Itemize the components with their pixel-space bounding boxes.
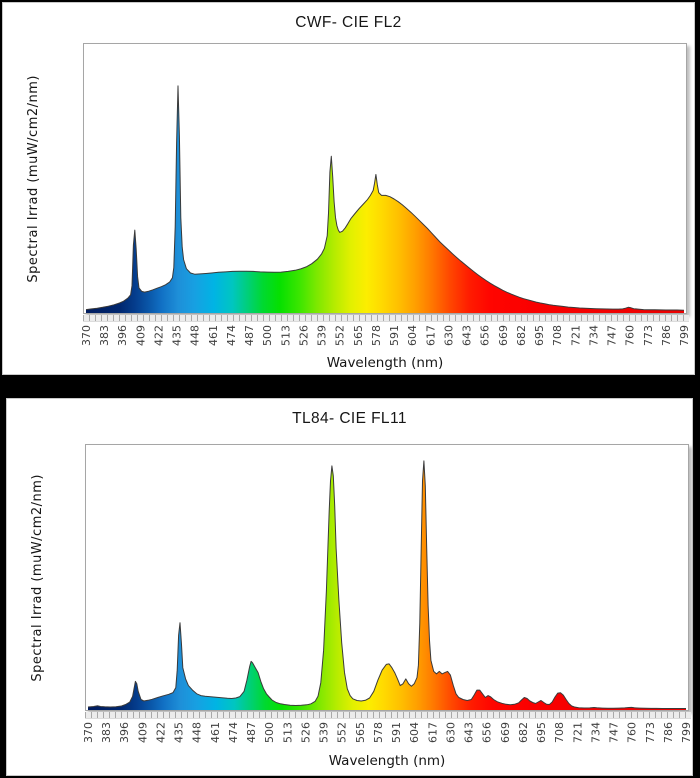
x-tick-label: 799 xyxy=(678,325,691,346)
x-tick-label: 721 xyxy=(569,325,582,346)
x-tick-label: 643 xyxy=(461,325,474,346)
x-tick-label: 656 xyxy=(481,722,494,743)
x-tick-label: 734 xyxy=(589,722,602,743)
x-tick-label: 565 xyxy=(352,325,365,346)
x-tick-label: 799 xyxy=(680,722,693,743)
x-tick-label: 669 xyxy=(497,325,510,346)
spectrum-area-chart xyxy=(85,85,685,313)
chart-title: CWF- CIE FL2 xyxy=(295,14,402,31)
x-tick-label: 695 xyxy=(535,722,548,743)
x-axis-tick-strip xyxy=(83,315,689,322)
x-tick-label: 461 xyxy=(207,325,220,346)
spectrum-outline xyxy=(85,85,685,311)
x-tick-label: 500 xyxy=(261,325,274,346)
x-tick-label: 500 xyxy=(263,722,276,743)
x-axis-tick-labels: 370 383 396 409 422 435 448 461 474 487 500 513 526 5… xyxy=(82,722,693,743)
x-tick-label: 695 xyxy=(533,325,546,346)
x-tick-label: 370 xyxy=(80,325,93,346)
x-tick-label: 760 xyxy=(626,722,639,743)
x-tick-label: 552 xyxy=(336,722,349,743)
x-tick-label: 513 xyxy=(281,722,294,743)
x-tick-label: 786 xyxy=(662,722,675,743)
plot-area xyxy=(83,43,687,314)
chart-card-cwf-cie-fl2: CWF- CIE FL2 Spectral Irrad (muW/cm2/nm)… xyxy=(2,2,695,375)
x-tick-label: 396 xyxy=(116,325,129,346)
x-tick-label: 474 xyxy=(227,722,240,743)
y-axis-title: Spectral Irrad (muW/cm2/nm) xyxy=(29,474,45,682)
x-tick-label: 487 xyxy=(245,722,258,743)
x-tick-label: 383 xyxy=(100,722,113,743)
x-tick-label: 370 xyxy=(82,722,95,743)
x-tick-label: 526 xyxy=(300,722,313,743)
y-axis-title: Spectral Irrad (muW/cm2/nm) xyxy=(25,75,41,283)
x-tick-label: 656 xyxy=(479,325,492,346)
spectrum-fill xyxy=(88,460,686,710)
x-tick-label: 539 xyxy=(316,325,329,346)
x-tick-label: 578 xyxy=(372,722,385,743)
x-tick-label: 747 xyxy=(608,722,621,743)
x-tick-label: 747 xyxy=(606,325,619,346)
spectrum-area-chart xyxy=(87,460,686,710)
x-tick-label: 604 xyxy=(408,722,421,743)
x-tick-label: 422 xyxy=(153,325,166,346)
x-tick-label: 383 xyxy=(98,325,111,346)
x-tick-label: 786 xyxy=(660,325,673,346)
x-axis-title: Wavelength (nm) xyxy=(326,355,444,371)
x-tick-label: 630 xyxy=(444,722,457,743)
x-tick-label: 448 xyxy=(191,722,204,743)
x-tick-label: 448 xyxy=(189,325,202,346)
x-tick-label: 643 xyxy=(463,722,476,743)
x-tick-label: 591 xyxy=(388,325,401,346)
x-tick-label: 409 xyxy=(136,722,149,743)
x-tick-label: 708 xyxy=(553,722,566,743)
x-tick-label: 513 xyxy=(279,325,292,346)
x-tick-label: 487 xyxy=(243,325,256,346)
x-axis-tick-labels: 370 383 396 409 422 435 448 461 474 487 500 513 526 5… xyxy=(80,325,691,346)
x-tick-label: 578 xyxy=(370,325,383,346)
spectrum-fill xyxy=(86,85,684,313)
x-tick-label: 682 xyxy=(517,722,530,743)
x-tick-label: 682 xyxy=(515,325,528,346)
chart-card-tl84-cie-fl11: TL84- CIE FL11 Spectral Irrad (muW/cm2/n… xyxy=(6,398,693,776)
x-tick-label: 409 xyxy=(134,325,147,346)
plot-area xyxy=(85,444,689,711)
x-axis-tick-strip xyxy=(85,712,691,719)
x-tick-label: 591 xyxy=(390,722,403,743)
x-tick-label: 773 xyxy=(642,325,655,346)
x-tick-label: 565 xyxy=(354,722,367,743)
x-tick-label: 721 xyxy=(571,722,584,743)
x-tick-label: 669 xyxy=(499,722,512,743)
x-tick-label: 422 xyxy=(155,722,168,743)
chart-title: TL84- CIE FL11 xyxy=(292,410,407,427)
x-tick-label: 617 xyxy=(424,325,437,346)
spectrum-outline xyxy=(87,460,686,709)
x-tick-label: 604 xyxy=(406,325,419,346)
x-axis-title: Wavelength (nm) xyxy=(328,753,446,769)
x-tick-label: 773 xyxy=(644,722,657,743)
x-tick-label: 734 xyxy=(587,325,600,346)
x-tick-label: 435 xyxy=(171,325,184,346)
x-tick-label: 526 xyxy=(298,325,311,346)
x-tick-label: 461 xyxy=(209,722,222,743)
x-tick-label: 630 xyxy=(442,325,455,346)
x-tick-label: 474 xyxy=(225,325,238,346)
x-tick-label: 708 xyxy=(551,325,564,346)
x-tick-label: 539 xyxy=(318,722,331,743)
x-tick-label: 396 xyxy=(118,722,131,743)
x-tick-label: 760 xyxy=(624,325,637,346)
x-tick-label: 435 xyxy=(173,722,186,743)
x-tick-label: 617 xyxy=(426,722,439,743)
x-tick-label: 552 xyxy=(334,325,347,346)
